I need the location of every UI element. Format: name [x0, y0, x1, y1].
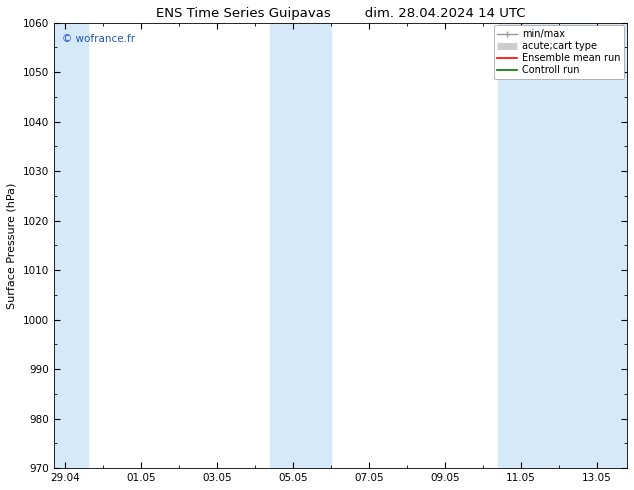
Legend: min/max, acute;cart type, Ensemble mean run, Controll run: min/max, acute;cart type, Ensemble mean …: [493, 25, 624, 79]
Bar: [498, 23, 627, 468]
Y-axis label: Surface Pressure (hPa): Surface Pressure (hPa): [7, 182, 17, 309]
Bar: [54, 23, 87, 468]
Text: © wofrance.fr: © wofrance.fr: [62, 34, 135, 44]
Title: ENS Time Series Guipavas        dim. 28.04.2024 14 UTC: ENS Time Series Guipavas dim. 28.04.2024…: [155, 7, 525, 20]
Bar: [270, 23, 331, 468]
